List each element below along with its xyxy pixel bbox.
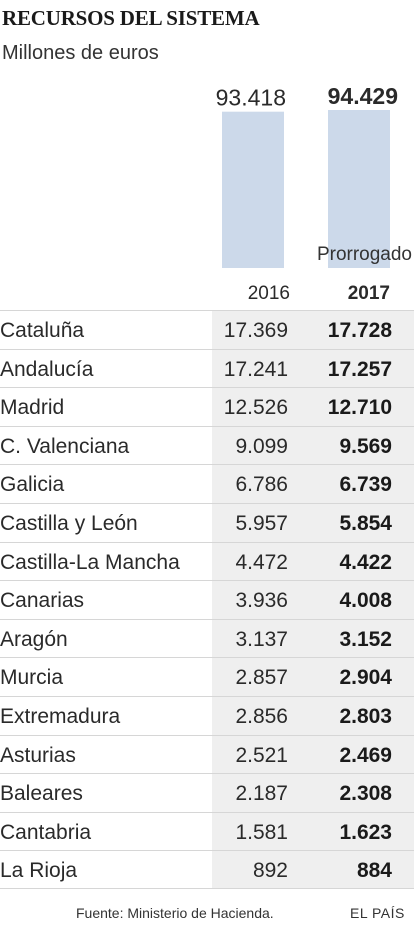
value-shade: [212, 696, 414, 735]
region-name: La Rioja: [0, 859, 78, 883]
table-row: Madrid 12.526 12.710: [0, 387, 414, 426]
value-2017: 17.728: [327, 319, 392, 342]
value-2016: 3.936: [235, 589, 288, 613]
table-row: La Rioja 892 884: [0, 850, 414, 889]
region-name: Cataluña: [0, 319, 85, 342]
value-2017: 5.854: [339, 511, 392, 535]
value-2017: 2.308: [339, 782, 392, 806]
value-shade: [212, 735, 414, 774]
value-shade: [212, 542, 414, 581]
value-2016: 12.526: [223, 396, 288, 420]
region-name: Castilla y León: [0, 511, 138, 535]
table-row: Murcia 2.857 2.904: [0, 657, 414, 696]
region-name: Cantabria: [0, 820, 92, 844]
region-name: Murcia: [0, 666, 64, 690]
value-2017: 2.803: [339, 704, 392, 728]
table-row: Andalucía 17.241 17.257: [0, 348, 414, 388]
value-2016: 4.472: [235, 550, 288, 574]
value-2017: 12.710: [327, 396, 392, 420]
value-shade: [212, 311, 414, 349]
totals-bar-chart: 93.418 94.429 Prorrogado: [216, 83, 412, 268]
column-header-2017: 2017: [347, 283, 390, 304]
bar-annotation: Prorrogado: [317, 244, 412, 265]
table-row: Extremadura 2.856 2.803: [0, 695, 414, 735]
table-row: Cataluña 17.369 17.728: [0, 310, 414, 349]
value-2017: 884: [356, 859, 392, 883]
table-row: Asturias 2.521 2.469: [0, 734, 414, 774]
value-2016: 2.856: [235, 704, 288, 728]
table-row: C. Valenciana 9.099 9.569: [0, 425, 414, 465]
value-2017: 9.569: [339, 434, 392, 458]
value-2017: 2.469: [339, 743, 392, 767]
table-row: Galicia 6.786 6.739: [0, 464, 414, 503]
value-2017: 17.257: [327, 357, 392, 381]
table-row: Castilla y León 5.957 5.854: [0, 502, 414, 542]
region-name: Asturias: [0, 743, 76, 767]
value-shade: [212, 503, 414, 542]
value-2016: 2.187: [235, 782, 288, 806]
value-shade: [212, 774, 414, 812]
region-name: Madrid: [0, 396, 65, 420]
value-2017: 6.739: [339, 473, 392, 497]
value-shade: [212, 426, 414, 465]
value-2016: 2.857: [235, 666, 288, 690]
value-2016: 17.241: [223, 357, 288, 381]
value-2017: 2.904: [339, 666, 392, 690]
table-row: Aragón 3.137 3.152: [0, 618, 414, 658]
bar-label-2016: 93.418: [216, 85, 286, 111]
region-name: Castilla-La Mancha: [0, 550, 180, 574]
value-2017: 1.623: [339, 820, 392, 844]
region-name: Extremadura: [0, 704, 121, 728]
value-shade: [212, 619, 414, 658]
value-2016: 2.521: [235, 743, 288, 767]
value-shade: [212, 465, 414, 503]
value-2017: 4.422: [339, 550, 392, 574]
value-shade: [212, 349, 414, 388]
column-header-2016: 2016: [247, 283, 290, 304]
value-2016: 3.137: [235, 627, 288, 651]
regions-table: Cataluña 17.369 17.728 Andalucía 17.241 17.25…: [0, 310, 414, 889]
table-row: Baleares 2.187 2.308: [0, 773, 414, 812]
value-2016: 1.581: [235, 820, 288, 844]
table-row: Canarias 3.936 4.008: [0, 580, 414, 619]
table-row: Castilla-La Mancha 4.472 4.422: [0, 541, 414, 581]
brand-logo: EL PAÍS: [350, 905, 405, 921]
value-2016: 6.786: [235, 473, 288, 497]
source-note: Fuente: Ministerio de Hacienda.: [76, 905, 274, 921]
region-name: Galicia: [0, 473, 65, 497]
value-shade: [212, 581, 414, 619]
value-2016: 17.369: [223, 319, 288, 342]
region-name: Canarias: [0, 589, 85, 613]
region-name: Andalucía: [0, 357, 94, 381]
chart-title: RECURSOS DEL SISTEMA: [2, 6, 260, 30]
value-2016: 892: [252, 859, 288, 883]
value-shade: [212, 658, 414, 696]
chart-subtitle: Millones de euros: [2, 42, 159, 64]
table-row: Cantabria 1.581 1.623: [0, 811, 414, 851]
region-name: Aragón: [0, 627, 68, 651]
region-name: C. Valenciana: [0, 434, 130, 458]
bar-2017: [328, 110, 390, 268]
bar-2016: [222, 111, 284, 268]
region-name: Baleares: [0, 782, 83, 806]
bar-label-2017: 94.429: [328, 83, 398, 109]
value-shade: [212, 851, 414, 888]
value-2016: 9.099: [235, 434, 288, 458]
value-2017: 4.008: [339, 589, 392, 613]
value-2016: 5.957: [235, 511, 288, 535]
value-2017: 3.152: [339, 627, 392, 651]
value-shade: [212, 812, 414, 851]
value-shade: [212, 388, 414, 426]
